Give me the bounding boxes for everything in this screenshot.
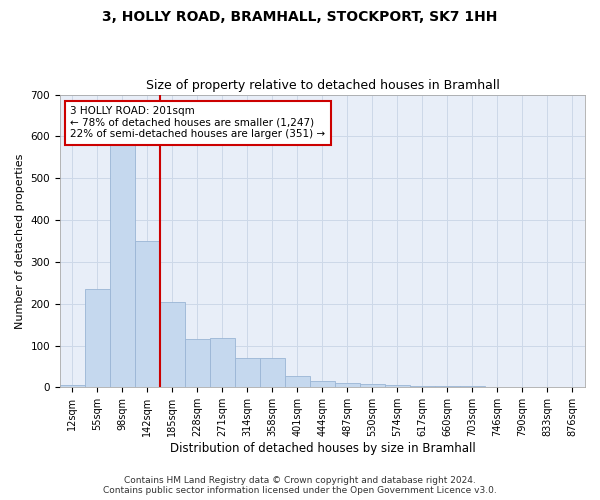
Bar <box>435 386 460 388</box>
Bar <box>360 384 385 388</box>
Title: Size of property relative to detached houses in Bramhall: Size of property relative to detached ho… <box>146 79 499 92</box>
Y-axis label: Number of detached properties: Number of detached properties <box>15 154 25 328</box>
Bar <box>185 339 210 388</box>
Bar <box>235 358 260 388</box>
Text: Contains HM Land Registry data © Crown copyright and database right 2024.
Contai: Contains HM Land Registry data © Crown c… <box>103 476 497 495</box>
Bar <box>260 358 285 388</box>
Bar <box>335 383 360 388</box>
Bar <box>485 386 510 388</box>
Bar <box>210 338 235 388</box>
Bar <box>460 386 485 388</box>
Bar <box>410 386 435 388</box>
Text: 3 HOLLY ROAD: 201sqm
← 78% of detached houses are smaller (1,247)
22% of semi-de: 3 HOLLY ROAD: 201sqm ← 78% of detached h… <box>70 106 326 140</box>
Bar <box>135 241 160 388</box>
Bar <box>110 144 135 388</box>
Bar <box>60 386 85 388</box>
Bar <box>85 289 110 388</box>
Bar <box>285 376 310 388</box>
Bar <box>160 302 185 388</box>
Text: 3, HOLLY ROAD, BRAMHALL, STOCKPORT, SK7 1HH: 3, HOLLY ROAD, BRAMHALL, STOCKPORT, SK7 … <box>103 10 497 24</box>
Bar <box>385 386 410 388</box>
X-axis label: Distribution of detached houses by size in Bramhall: Distribution of detached houses by size … <box>170 442 475 455</box>
Bar <box>310 381 335 388</box>
